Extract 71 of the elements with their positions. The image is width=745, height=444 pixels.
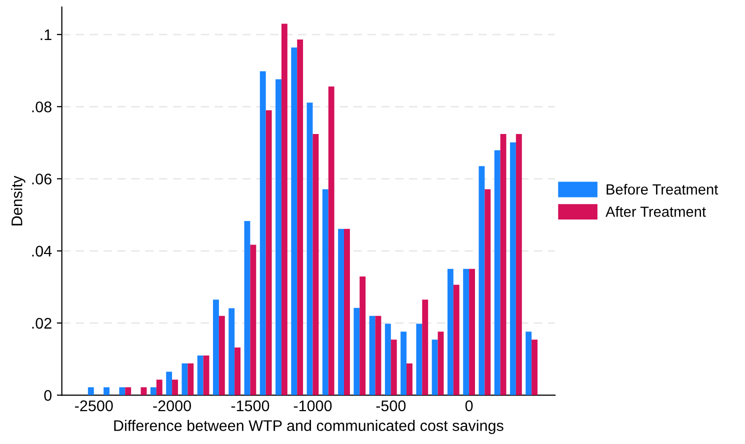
y-tick-label: .06 (32, 174, 52, 184)
bar (166, 372, 172, 396)
bar (469, 268, 475, 396)
y-tick-label: .04 (32, 246, 52, 257)
bar (156, 380, 162, 396)
bar (390, 340, 397, 396)
bar (260, 71, 266, 396)
bar (244, 220, 250, 396)
bar (197, 355, 204, 396)
legend-label: Before Treatment (606, 184, 718, 195)
x-tick-label: -500 (376, 400, 406, 412)
bar (416, 324, 422, 396)
bar (484, 189, 491, 396)
bar (212, 300, 219, 396)
bar (281, 24, 288, 396)
bar (500, 134, 506, 396)
bar (360, 276, 366, 396)
bar (384, 324, 391, 396)
bar (453, 284, 460, 396)
bar (510, 142, 516, 396)
bar (297, 40, 304, 396)
y-axis-title: Density (11, 176, 26, 226)
x-tick-label: -1000 (294, 400, 332, 412)
bar (354, 308, 360, 396)
bar (463, 268, 470, 396)
bar (494, 150, 500, 396)
x-tick-label: -2500 (75, 400, 113, 412)
bar (328, 86, 334, 396)
bar (306, 102, 313, 396)
bar (438, 332, 444, 396)
x-tick-label: -1500 (231, 400, 270, 412)
bar (234, 348, 241, 396)
bar (422, 300, 428, 396)
bar (344, 228, 350, 396)
bar (188, 363, 194, 396)
bar (526, 332, 532, 396)
bar (432, 340, 438, 396)
x-tick-label: 0 (465, 400, 473, 412)
bar (125, 387, 132, 396)
y-tick-label: .1 (40, 30, 52, 40)
legend-label: After Treatment (606, 206, 706, 217)
bar (150, 387, 156, 396)
bar (447, 268, 454, 396)
bar (182, 363, 188, 396)
bar (478, 166, 485, 396)
bar (516, 134, 522, 396)
bar (203, 355, 210, 396)
bar (369, 316, 376, 396)
bar (291, 47, 298, 396)
bar (266, 110, 272, 396)
bar (172, 380, 178, 396)
bar (312, 134, 319, 396)
y-tick-label: 0 (44, 390, 52, 401)
bar (119, 387, 126, 396)
y-tick-label: .08 (32, 102, 52, 112)
bar (400, 332, 407, 396)
bar (228, 308, 235, 396)
bar (276, 79, 282, 396)
bar (532, 340, 538, 396)
bar (406, 363, 412, 396)
bar (88, 387, 94, 396)
bar (140, 387, 147, 396)
y-tick-label: .02 (32, 318, 52, 329)
bar (104, 387, 110, 396)
bar (338, 228, 344, 396)
x-axis-title: Difference between WTP and communicated cost savings (114, 420, 504, 434)
x-tick-label: -2000 (153, 400, 191, 412)
bar (250, 244, 256, 396)
bar (375, 316, 382, 396)
bar (322, 189, 328, 396)
bar (218, 316, 225, 396)
